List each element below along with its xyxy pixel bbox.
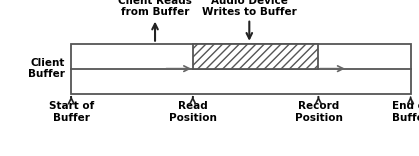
Text: Read
Position: Read Position: [169, 101, 217, 123]
Text: Client
Buffer: Client Buffer: [28, 58, 65, 79]
Text: Start of
Buffer: Start of Buffer: [49, 101, 94, 123]
Text: Client Reads
from Buffer: Client Reads from Buffer: [118, 0, 192, 17]
Text: Record
Position: Record Position: [295, 101, 342, 123]
Text: End of
Buffer: End of Buffer: [392, 101, 419, 123]
Bar: [71, 44, 411, 94]
Bar: [193, 44, 318, 69]
Text: Audio Device
Writes to Buffer: Audio Device Writes to Buffer: [202, 0, 297, 17]
